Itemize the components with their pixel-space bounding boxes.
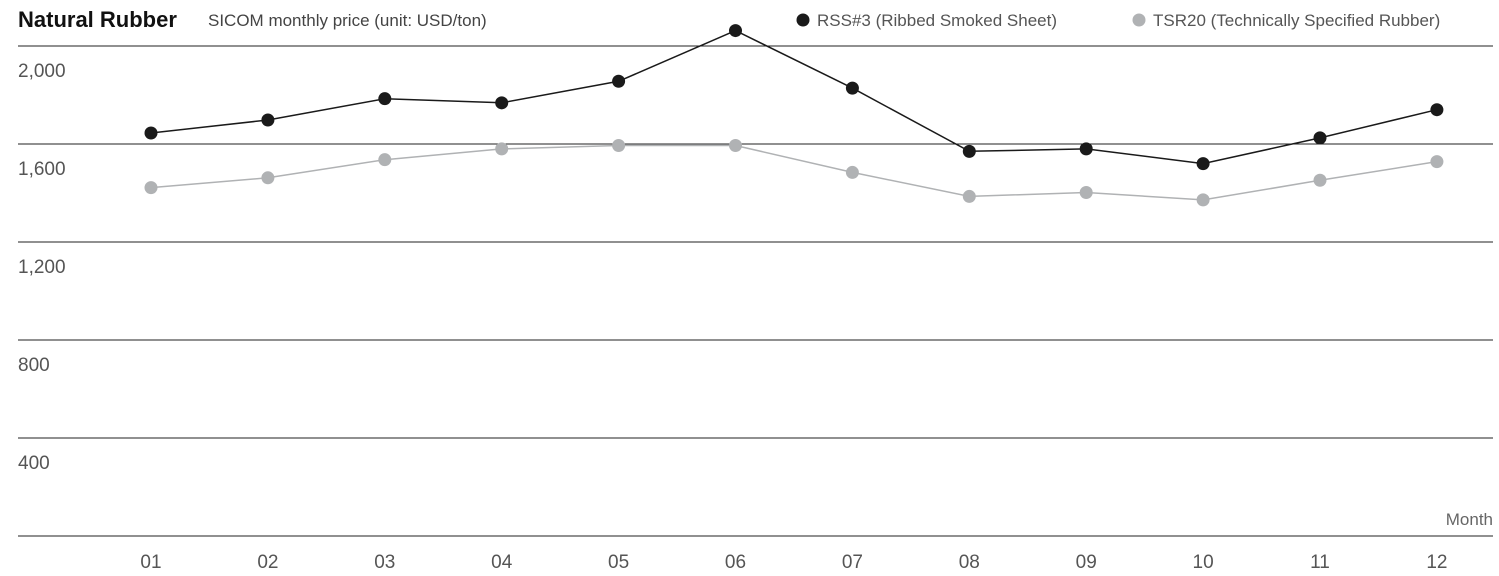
data-point — [1313, 173, 1327, 187]
legend-label: TSR20 (Technically Specified Rubber) — [1153, 11, 1440, 30]
x-tick-label: 08 — [959, 552, 980, 573]
x-axis-ticks: 01 02 03 04 05 06 07 08 09 10 11 12 — [140, 552, 1447, 573]
data-point — [612, 74, 626, 88]
data-point — [378, 92, 392, 106]
data-point — [962, 144, 976, 158]
data-point — [845, 81, 859, 95]
data-point — [1079, 186, 1093, 200]
y-axis-ticks: 2,000 1,600 1,200 800 400 — [18, 61, 66, 474]
data-point — [1313, 131, 1327, 145]
data-point — [261, 113, 275, 127]
series-line — [150, 144, 1438, 201]
x-tick-label: 11 — [1310, 552, 1330, 573]
series-line — [150, 29, 1438, 165]
data-point — [495, 96, 509, 110]
data-point — [378, 153, 392, 167]
y-tick-label: 1,200 — [18, 257, 66, 278]
data-point — [495, 142, 509, 156]
chart-subtitle: SICOM monthly price (unit: USD/ton) — [208, 11, 487, 30]
data-point — [612, 138, 626, 152]
chart-title: Natural Rubber — [18, 7, 177, 32]
y-tick-label: 800 — [18, 355, 50, 376]
y-tick-label: 1,600 — [18, 159, 66, 180]
data-point — [1196, 157, 1210, 171]
data-point — [962, 189, 976, 203]
data-point — [729, 138, 742, 152]
gridlines — [18, 45, 1493, 537]
legend-marker — [1132, 13, 1146, 27]
x-tick-label: 09 — [1076, 552, 1097, 573]
data-point — [261, 171, 275, 185]
data-point — [729, 24, 742, 38]
legend-label: RSS#3 (Ribbed Smoked Sheet) — [817, 11, 1057, 30]
data-point — [144, 126, 158, 140]
data-point — [845, 165, 859, 179]
data-point — [1196, 193, 1210, 207]
series-group — [144, 24, 1444, 207]
x-axis-label: Month — [1446, 510, 1493, 529]
x-tick-label: 07 — [842, 552, 863, 573]
y-tick-label: 400 — [18, 453, 50, 474]
x-tick-label: 01 — [140, 552, 161, 573]
data-point — [144, 181, 158, 195]
x-tick-label: 02 — [257, 552, 278, 573]
data-point — [1430, 103, 1444, 117]
legend: RSS#3 (Ribbed Smoked Sheet) TSR20 (Techni… — [796, 11, 1440, 30]
x-tick-label: 05 — [608, 552, 629, 573]
x-tick-label: 06 — [725, 552, 746, 573]
x-tick-label: 03 — [374, 552, 395, 573]
x-tick-label: 04 — [491, 552, 513, 573]
series-1 — [144, 24, 1444, 171]
data-point — [1430, 155, 1444, 169]
legend-marker — [796, 13, 810, 27]
x-tick-label: 10 — [1193, 552, 1214, 573]
data-point — [1079, 142, 1093, 156]
y-tick-label: 2,000 — [18, 61, 66, 82]
series-2 — [144, 138, 1444, 207]
x-tick-label: 12 — [1426, 552, 1447, 573]
